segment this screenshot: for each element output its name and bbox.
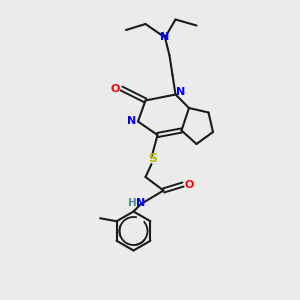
Text: N: N — [136, 197, 145, 208]
Text: O: O — [110, 83, 120, 94]
Text: N: N — [127, 116, 136, 127]
Text: N: N — [160, 32, 169, 43]
Text: H: H — [128, 197, 136, 208]
Text: N: N — [176, 86, 185, 97]
Text: S: S — [148, 152, 158, 165]
Text: O: O — [185, 179, 194, 190]
